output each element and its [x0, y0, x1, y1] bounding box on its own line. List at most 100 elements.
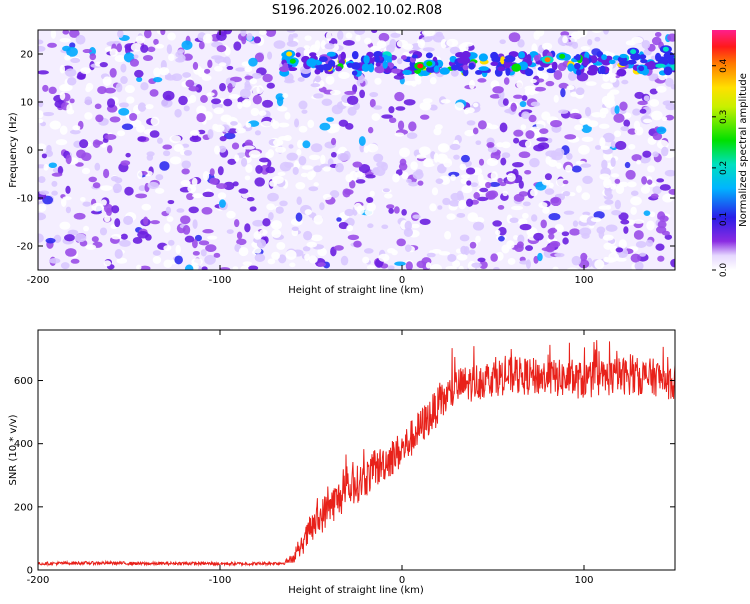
heatmap-cell [143, 216, 149, 226]
heatmap-cell [67, 77, 77, 86]
heatmap-cell [106, 207, 113, 217]
heatmap-cell [338, 119, 349, 127]
heatmap-cell [619, 181, 629, 188]
heatmap-cell [91, 202, 104, 212]
heatmap-cell [313, 93, 324, 99]
heatmap-cell [492, 220, 502, 227]
heatmap-cell [227, 82, 233, 93]
heatmap-cell [446, 38, 459, 47]
heatmap-cell [472, 127, 479, 135]
heatmap-cell [630, 196, 642, 206]
heatmap-cell [386, 44, 395, 53]
heatmap-cell [275, 206, 284, 214]
heatmap-cell [366, 196, 374, 204]
heatmap-cell [103, 168, 110, 179]
heatmap-cell [518, 180, 524, 189]
heatmap-cell [366, 143, 379, 153]
heatmap-cell [668, 188, 675, 195]
heatmap-cell [223, 181, 235, 191]
heatmap-cell [70, 258, 80, 264]
heatmap-cell [602, 132, 615, 143]
heatmap-cell [204, 68, 211, 74]
heatmap-cell [606, 93, 615, 103]
snr-y-ticks: 0 200 400 600 [14, 376, 675, 577]
heatmap-cell [511, 205, 524, 211]
heatmap-cell [423, 158, 434, 168]
heatmap-cell [289, 262, 296, 268]
heatmap-cell [652, 186, 662, 195]
heatmap-cell [326, 117, 334, 122]
heatmap-cell [248, 265, 259, 270]
heatmap-cell [615, 140, 627, 150]
heatmap-cell [346, 224, 354, 232]
heatmap-cell [429, 104, 438, 111]
heatmap-cell [244, 175, 251, 181]
heatmap-cell [445, 265, 457, 270]
heatmap-cell [374, 77, 382, 85]
heatmap-cell [125, 152, 131, 158]
heatmap-cell [530, 78, 537, 84]
heatmap-cell [331, 104, 343, 115]
heatmap-cell [633, 230, 644, 240]
heatmap-line-cell [461, 57, 471, 64]
heatmap-cell [307, 119, 315, 129]
heatmap-cell [498, 235, 505, 242]
heatmap-cell [38, 176, 46, 183]
heatmap-cell [338, 71, 350, 80]
heatmap-cell [201, 266, 208, 270]
heatmap-cell [91, 236, 99, 243]
heatmap-cell [138, 185, 147, 192]
heatmap-cell [42, 111, 55, 117]
heatmap-cell [288, 144, 294, 149]
heatmap-cell [475, 140, 482, 146]
heatmap-cell [399, 158, 407, 166]
heatmap-cell [426, 252, 436, 258]
heatmap-cell [560, 31, 570, 37]
heatmap-cell [610, 157, 616, 168]
heatmap-cell [126, 96, 135, 104]
heatmap-cell [585, 81, 597, 86]
heatmap-cell [254, 130, 261, 136]
heatmap-cell [192, 193, 203, 199]
heatmap-line-cell [340, 51, 346, 61]
heatmap-cell [59, 125, 68, 135]
heatmap-cell [41, 153, 47, 159]
heatmap-cell [560, 88, 566, 98]
heatmap-cell [262, 99, 274, 108]
heatmap-cell [578, 259, 590, 269]
heatmap-cell [207, 129, 214, 140]
heatmap-line-cell [567, 63, 575, 72]
heatmap-line-cell [616, 68, 627, 77]
heatmap-cell [166, 216, 174, 222]
heatmap-cell [364, 208, 374, 216]
heatmap-cell [226, 210, 236, 219]
heatmap-cell [506, 172, 516, 182]
heatmap-cell [55, 139, 68, 146]
heatmap-line-cell [490, 61, 499, 67]
heatmap-cell [536, 137, 549, 142]
heatmap-cell [191, 177, 198, 187]
heatmap-cell [155, 174, 164, 181]
snr-x-tick-label: -100 [209, 575, 232, 586]
heatmap-cell [226, 229, 234, 235]
heatmap-cell [124, 85, 135, 94]
heatmap-cell [252, 219, 264, 227]
heatmap-cell [639, 252, 647, 257]
heatmap-cell [378, 32, 390, 42]
heatmap-cell [217, 166, 224, 176]
heatmap-cell [643, 95, 650, 102]
heatmap-cell [599, 173, 611, 180]
heatmap-cell [210, 55, 223, 60]
heatmap-cell [276, 96, 284, 107]
heatmap-cell [244, 223, 251, 233]
heatmap-cell [637, 100, 648, 106]
heatmap-cell [200, 95, 208, 103]
heatmap-cell [619, 101, 628, 111]
heatmap-cell [478, 158, 485, 166]
heatmap-cell [561, 231, 570, 237]
heatmap-cell [465, 167, 476, 175]
heatmap-cell [114, 248, 123, 259]
heatmap-x-tick-label: 0 [399, 275, 405, 286]
heatmap-cell [449, 46, 461, 55]
heatmap-cell [167, 199, 175, 205]
